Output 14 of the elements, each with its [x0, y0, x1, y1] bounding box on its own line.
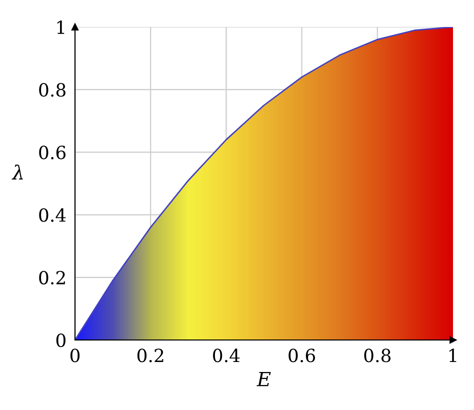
y-tick-label: 0.4 [39, 208, 66, 222]
x-axis-title: E [256, 372, 271, 386]
y-tick-label: 1 [57, 20, 64, 34]
x-tick-label: 0.4 [213, 348, 240, 362]
y-tick-label: 0.8 [39, 83, 66, 97]
x-tick-label: 0 [70, 348, 80, 362]
y-tick-label: 0.2 [39, 270, 65, 285]
y-tick-label: 0 [56, 333, 66, 348]
y-axis-title: λ [12, 164, 23, 180]
y-tick-label: 0.6 [39, 146, 66, 160]
x-tick-label: 0.2 [137, 348, 164, 362]
x-tick-label: 0.6 [288, 348, 316, 362]
x-tick-label: 1 [449, 348, 456, 362]
x-tick-label: 0.8 [364, 348, 391, 362]
